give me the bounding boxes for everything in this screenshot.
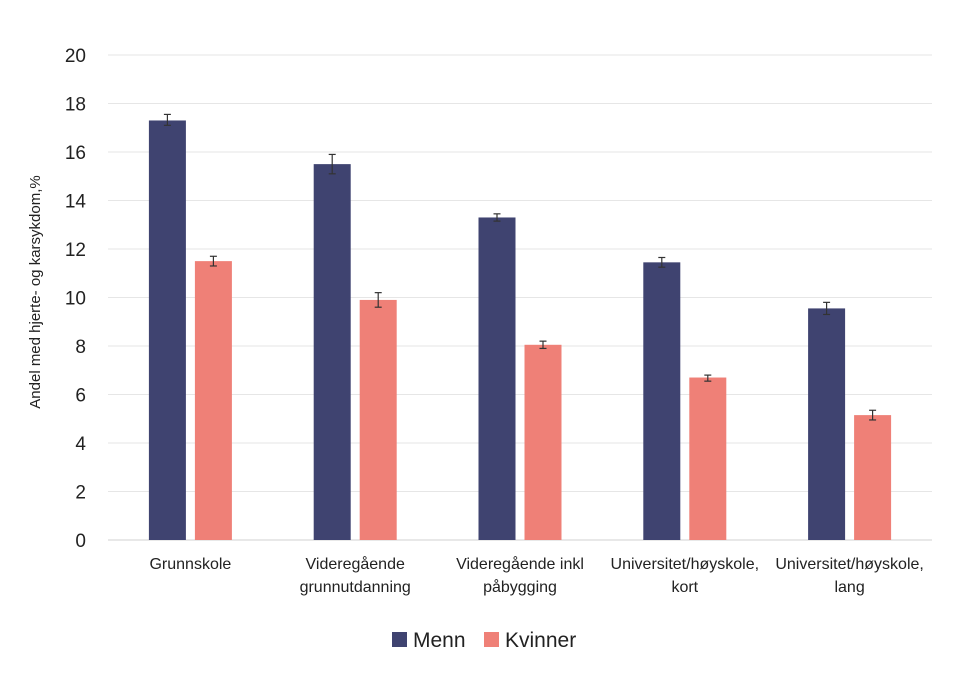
- y-tick-labels: 0 2 4 6 8 10 12 14 16 18 20: [65, 46, 87, 552]
- x-category-label: Universitet/høyskole,: [611, 556, 760, 573]
- bar-kvinner-2: [524, 344, 562, 540]
- y-tick-label: 12: [65, 240, 86, 261]
- bar-menn-0: [148, 120, 186, 540]
- y-tick-label: 8: [75, 337, 86, 358]
- y-tick-label: 20: [65, 46, 86, 67]
- x-category-label: kort: [671, 579, 698, 596]
- legend-label-menn: Menn: [413, 629, 466, 652]
- x-category-label: lang: [834, 579, 864, 596]
- y-tick-label: 4: [75, 434, 86, 455]
- x-category-label: Universitet/høyskole,: [775, 556, 924, 573]
- x-category-label: grunnutdanning: [300, 579, 411, 596]
- bar-kvinner-1: [359, 299, 397, 540]
- y-tick-label: 14: [65, 192, 87, 213]
- error-bars: [163, 113, 877, 421]
- bar-menn-4: [808, 308, 846, 540]
- y-tick-label: 18: [65, 95, 86, 116]
- bars: [148, 120, 892, 540]
- y-axis-label: Andel med hjerte- og karsykdom,%: [27, 175, 44, 408]
- legend-label-kvinner: Kvinner: [505, 629, 576, 652]
- bar-menn-3: [643, 262, 681, 540]
- bar-menn-1: [313, 164, 351, 540]
- bar-kvinner-4: [854, 415, 892, 540]
- bar-menn-2: [478, 217, 516, 540]
- gridlines: [108, 54, 932, 541]
- x-category-label: påbygging: [483, 578, 557, 596]
- legend: Menn Kvinner: [392, 629, 576, 652]
- y-tick-label: 16: [65, 143, 86, 164]
- y-tick-label: 6: [75, 386, 86, 407]
- y-tick-label: 0: [75, 531, 86, 552]
- legend-swatch-menn: [392, 632, 407, 647]
- x-category-label: Videregående: [306, 555, 405, 573]
- y-tick-label: 2: [75, 483, 86, 504]
- bar-kvinner-0: [194, 261, 232, 540]
- bar-kvinner-3: [689, 377, 727, 540]
- x-category-labels: Grunnskole Videregående grunnutdanning Vide…: [149, 555, 923, 596]
- legend-swatch-kvinner: [484, 632, 499, 647]
- y-tick-label: 10: [65, 289, 86, 310]
- x-category-label: Videregående inkl: [456, 555, 584, 573]
- x-category-label: Grunnskole: [149, 556, 231, 573]
